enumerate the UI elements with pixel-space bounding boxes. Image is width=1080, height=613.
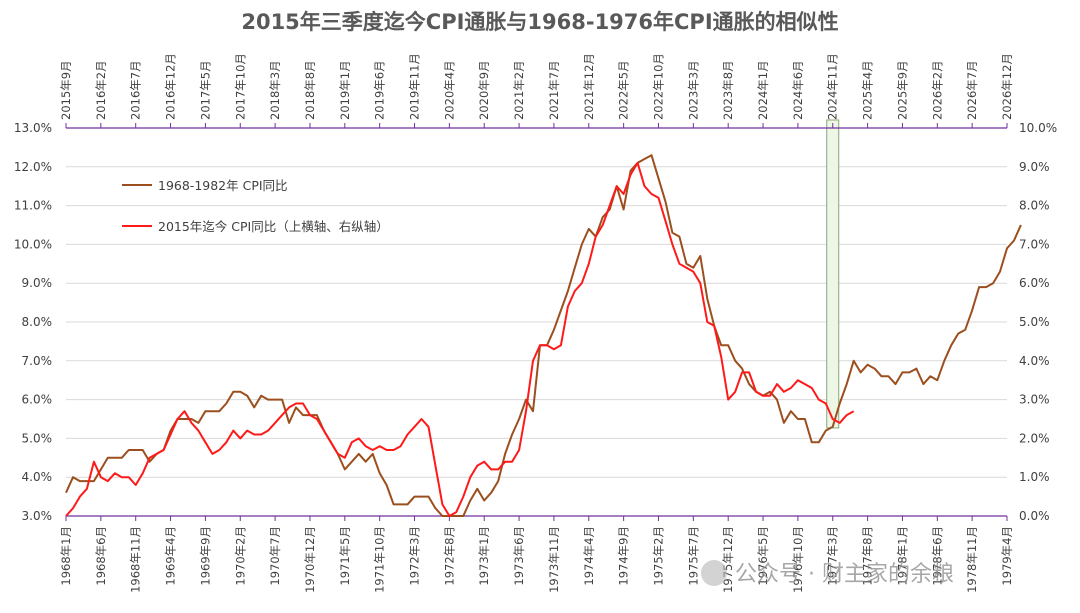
legend-label-1968: 1968-1982年 CPI同比: [158, 178, 288, 193]
right-tick-label: 0.0%: [1019, 509, 1050, 523]
bottom-tick-label: 1977年8月: [861, 526, 875, 586]
top-tick-label: 2019年1月: [338, 60, 352, 120]
bottom-tick-label: 1970年7月: [268, 526, 282, 586]
top-tick-label: 2024年1月: [756, 60, 770, 120]
right-tick-label: 10.0%: [1019, 121, 1057, 135]
top-tick-label: 2025年4月: [861, 60, 875, 120]
top-tick-label: 2022年10月: [651, 53, 665, 120]
right-tick-label: 5.0%: [1019, 315, 1050, 329]
top-tick-label: 2021年12月: [582, 53, 596, 120]
top-tick-label: 2019年11月: [408, 53, 422, 120]
right-tick-label: 4.0%: [1019, 354, 1050, 368]
top-tick-label: 2026年2月: [930, 60, 944, 120]
bottom-tick-label: 1975年2月: [651, 526, 665, 586]
right-tick-label: 6.0%: [1019, 276, 1050, 290]
top-tick-label: 2018年3月: [268, 60, 282, 120]
top-tick-label: 2015年9月: [59, 60, 73, 120]
left-tick-label: 8.0%: [22, 315, 53, 329]
bottom-tick-label: 1976年5月: [756, 526, 770, 586]
top-axis-labels: 2015年9月 2016年2月 2016年7月 2016年12月 2017年5月 2017…: [59, 53, 1014, 120]
top-tick-label: 2024年6月: [791, 60, 805, 120]
top-tick-label: 2017年5月: [198, 60, 212, 120]
series-line-1968-1982: [65, 154, 1022, 517]
chart-title: 2015年三季度迄今CPI通胀与1968-1976年CPI通胀的相似性: [241, 10, 838, 34]
top-tick-label: 2016年12月: [164, 53, 178, 120]
left-tick-label: 9.0%: [22, 276, 53, 290]
top-tick-label: 2026年7月: [965, 60, 979, 120]
top-tick-label: 2025年9月: [895, 60, 909, 120]
right-axis-labels: 0.0% 1.0% 2.0% 3.0% 4.0% 5.0% 6.0% 7.0% 8.0% 9.0%…: [1019, 121, 1057, 523]
bottom-tick-label: 1972年8月: [442, 526, 456, 586]
legend-label-2015: 2015年迄今 CPI同比（上横轴、右纵轴）: [158, 219, 389, 234]
bottom-axis-labels: 1968年1月 1968年6月 1968年11月 1969年4月 1969年9月 1970…: [59, 526, 1014, 593]
bottom-tick-label: 1968年1月: [59, 526, 73, 586]
top-tick-label: 2016年7月: [129, 60, 143, 120]
bottom-tick-label: 1979年4月: [1000, 526, 1014, 586]
top-tick-label: 2024年11月: [826, 53, 840, 120]
axes: [65, 123, 1008, 521]
left-tick-label: 13.0%: [14, 121, 52, 135]
right-tick-label: 2.0%: [1019, 431, 1050, 445]
bottom-tick-label: 1974年9月: [617, 526, 631, 586]
gridlines: [66, 166, 1007, 478]
bottom-tick-label: 1973年1月: [477, 526, 491, 586]
bottom-tick-label: 1969年4月: [164, 526, 178, 586]
series-line-2015-present: [65, 161, 855, 517]
watermark: 公众号 · 财主家的余粮: [701, 560, 954, 587]
left-tick-label: 4.0%: [22, 470, 53, 484]
wechat-icon: [701, 560, 727, 586]
bottom-tick-label: 1970年2月: [233, 526, 247, 586]
left-tick-label: 12.0%: [14, 160, 52, 174]
bottom-tick-label: 1973年11月: [547, 526, 561, 593]
top-tick-label: 2020年9月: [477, 60, 491, 120]
top-tick-label: 2016年2月: [94, 60, 108, 120]
right-tick-label: 1.0%: [1019, 470, 1050, 484]
bottom-tick-label: 1978年1月: [895, 526, 909, 586]
bottom-tick-label: 1969年9月: [198, 526, 212, 586]
watermark-text: 公众号 · 财主家的余粮: [735, 562, 954, 587]
right-tick-label: 7.0%: [1019, 237, 1050, 251]
bottom-tick-label: 1971年10月: [373, 526, 387, 593]
bottom-tick-label: 1973年6月: [512, 526, 526, 586]
right-tick-label: 8.0%: [1019, 199, 1050, 213]
bottom-tick-label: 1975年7月: [686, 526, 700, 586]
bottom-tick-label: 1970年12月: [303, 526, 317, 593]
left-tick-label: 3.0%: [22, 509, 53, 523]
right-tick-label: 3.0%: [1019, 393, 1050, 407]
top-tick-label: 2023年8月: [721, 60, 735, 120]
top-tick-label: 2023年3月: [686, 60, 700, 120]
bottom-tick-label: 1972年3月: [408, 526, 422, 586]
left-tick-label: 11.0%: [14, 199, 52, 213]
bottom-tick-label: 1968年11月: [129, 526, 143, 593]
series-lines: [65, 154, 1022, 517]
left-tick-label: 7.0%: [22, 354, 53, 368]
bottom-tick-label: 1975年12月: [721, 526, 735, 593]
top-tick-label: 2026年12月: [1000, 53, 1014, 120]
left-axis-labels: 3.0% 4.0% 5.0% 6.0% 7.0% 8.0% 9.0% 10.0% 11.0% 12…: [14, 121, 52, 523]
bottom-tick-label: 1968年6月: [94, 526, 108, 586]
left-tick-label: 5.0%: [22, 431, 53, 445]
bottom-tick-label: 1978年6月: [930, 526, 944, 586]
right-tick-label: 9.0%: [1019, 160, 1050, 174]
top-tick-label: 2019年6月: [373, 60, 387, 120]
bottom-tick-label: 1976年10月: [791, 526, 805, 593]
bottom-tick-label: 1978年11月: [965, 526, 979, 593]
bottom-tick-label: 1971年5月: [338, 526, 352, 586]
bottom-tick-label: 1977年3月: [826, 526, 840, 586]
legend: 1968-1982年 CPI同比 2015年迄今 CPI同比（上横轴、右纵轴）: [122, 178, 389, 234]
left-tick-label: 6.0%: [22, 393, 53, 407]
top-tick-label: 2021年7月: [547, 60, 561, 120]
bottom-tick-label: 1974年4月: [582, 526, 596, 586]
top-tick-label: 2021年2月: [512, 60, 526, 120]
top-tick-label: 2020年4月: [442, 60, 456, 120]
top-tick-label: 2017年10月: [233, 53, 247, 120]
left-tick-label: 10.0%: [14, 237, 52, 251]
highlight-band: [826, 119, 840, 429]
top-tick-label: 2018年8月: [303, 60, 317, 120]
top-tick-label: 2022年5月: [617, 60, 631, 120]
